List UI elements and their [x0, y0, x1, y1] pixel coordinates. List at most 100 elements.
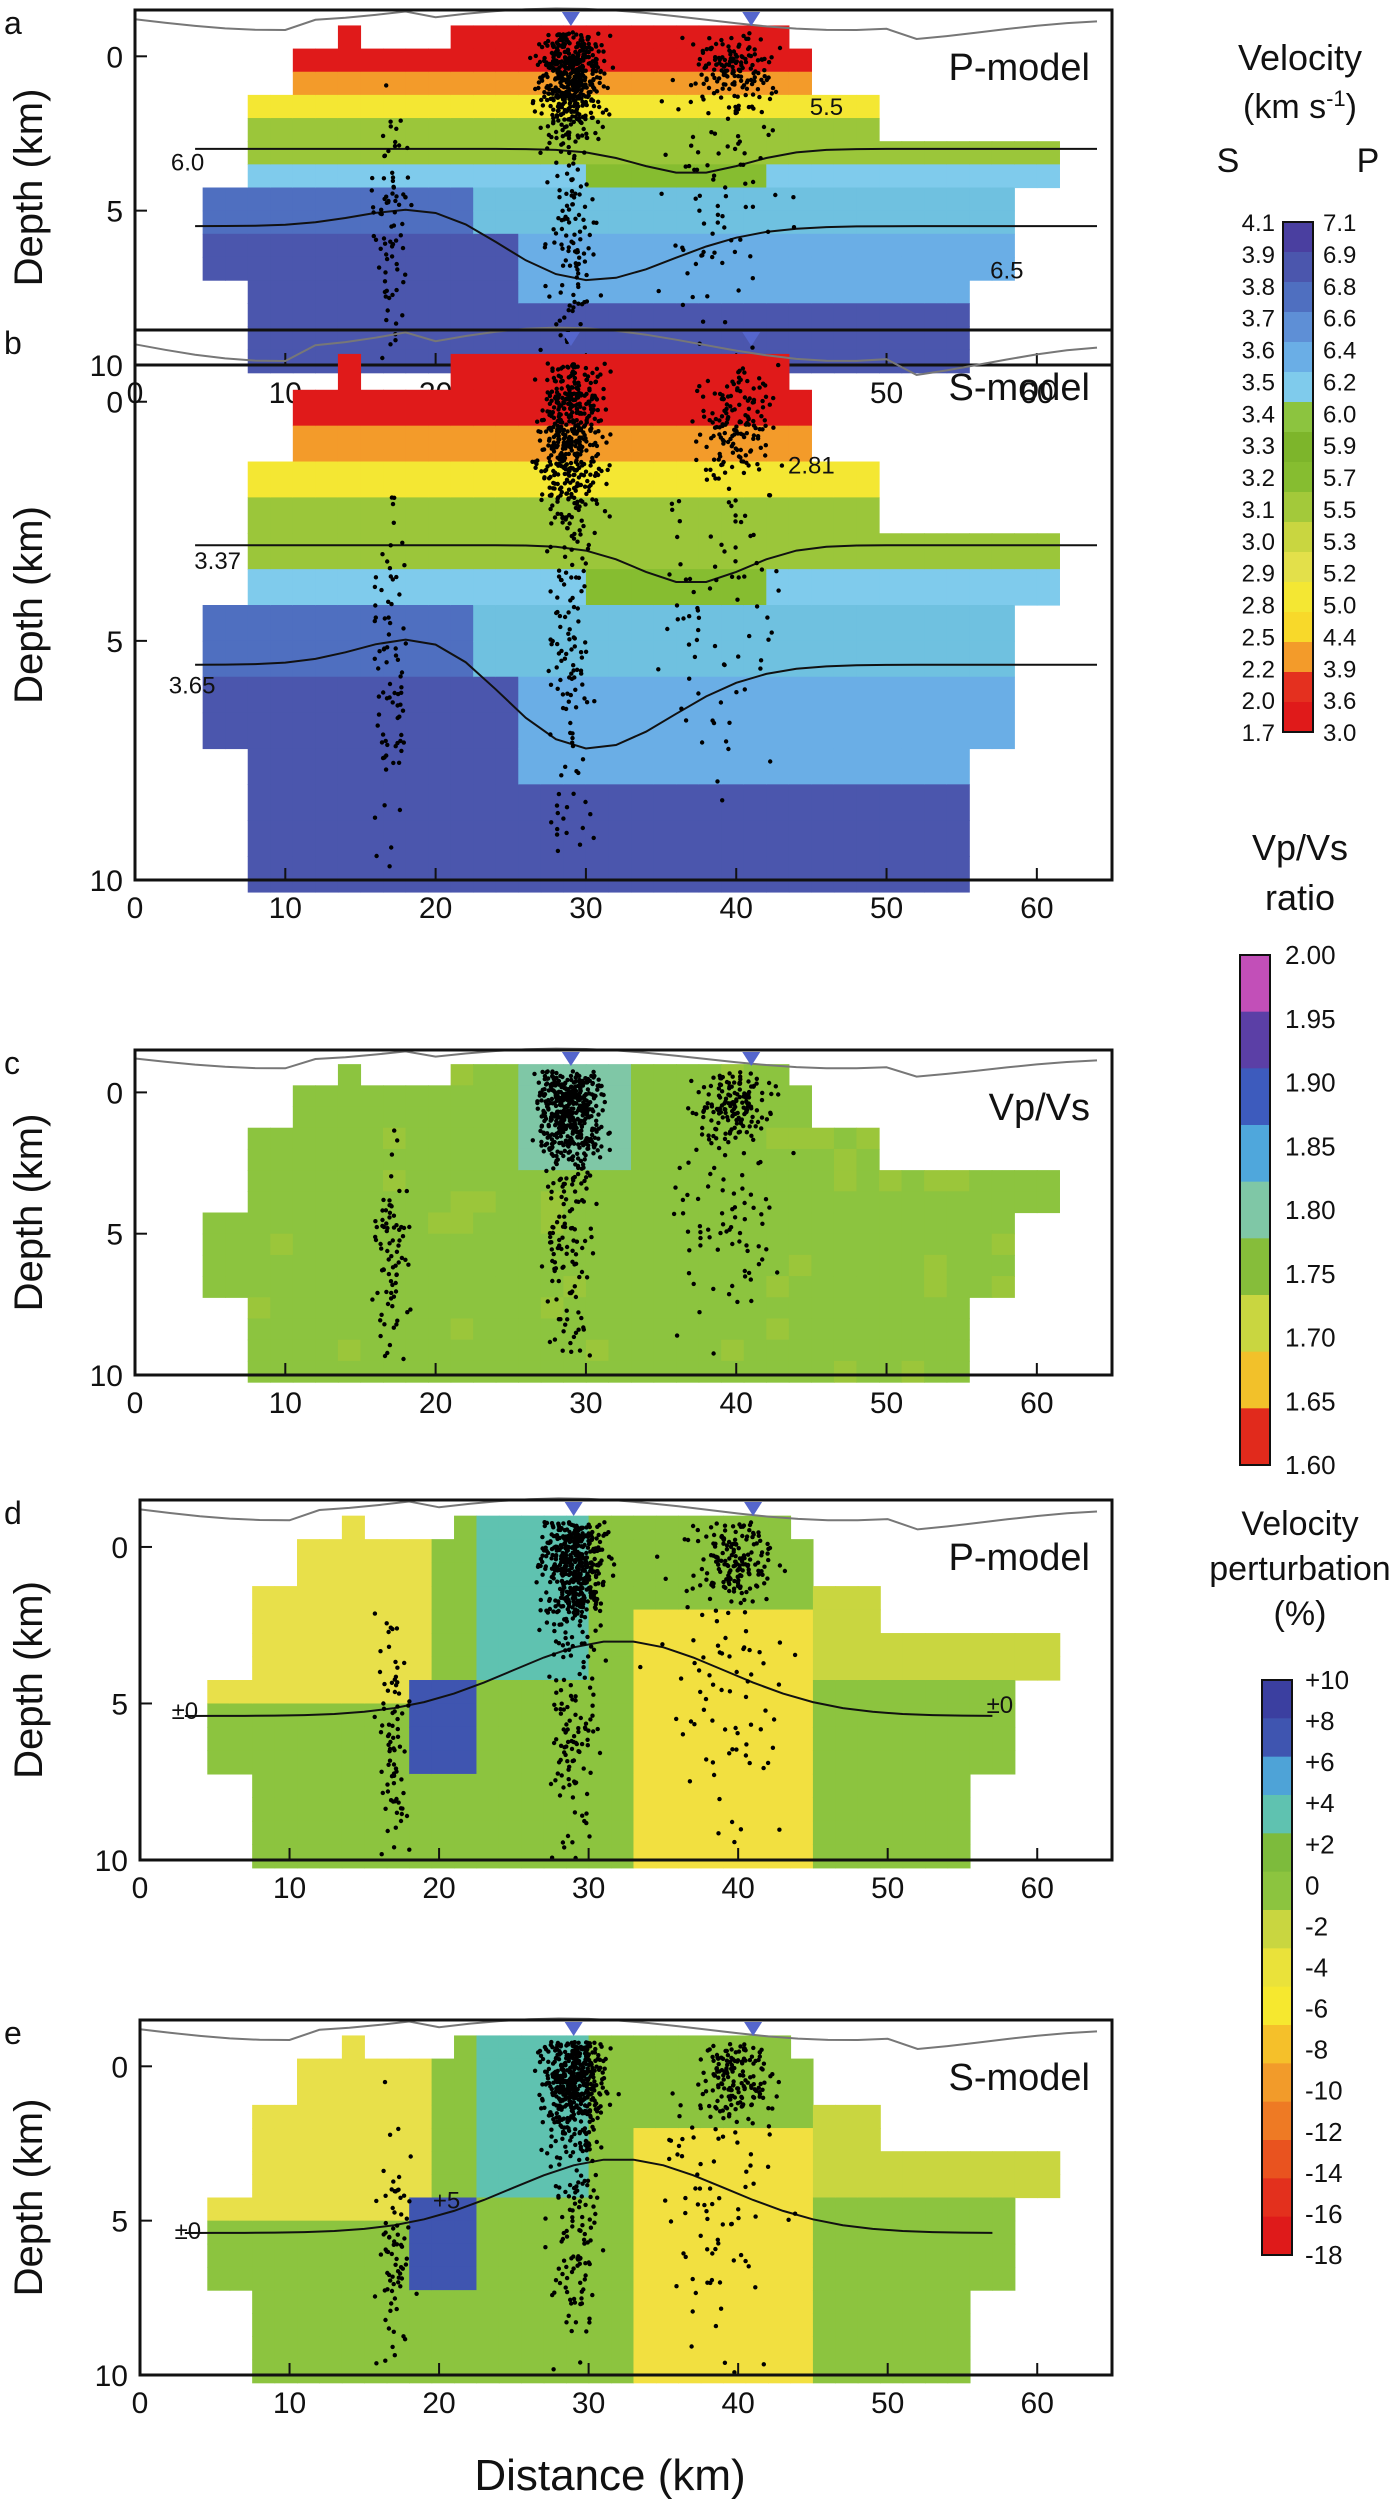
earthquake-dot [582, 696, 587, 701]
heatmap-cell [409, 1773, 433, 1798]
heatmap-cell [319, 1656, 343, 1681]
heatmap-cell [676, 640, 700, 678]
heatmap-cell [879, 748, 903, 785]
earthquake-dot [384, 1289, 389, 1295]
heatmap-cell [721, 856, 745, 893]
heatmap-cell [721, 1148, 745, 1171]
earthquake-dot [555, 440, 561, 445]
heatmap-cell [743, 497, 767, 534]
heatmap-cell [678, 1844, 702, 1869]
heatmap-cell [495, 389, 519, 427]
heatmap-cell [811, 1233, 835, 1256]
earthquake-dot [770, 128, 775, 133]
earthquake-dot [730, 1241, 735, 1247]
earthquake-dot [742, 1274, 748, 1279]
heatmap-cell [879, 256, 903, 281]
heatmap-cell [811, 141, 835, 165]
heatmap-cell [315, 48, 339, 73]
earthquake-dot [602, 71, 607, 76]
heatmap-cell [766, 280, 790, 304]
heatmap-cell [319, 1680, 343, 1705]
earthquake-dot [388, 124, 393, 129]
heatmap-cell [811, 1191, 835, 1214]
heatmap-cell [721, 164, 745, 189]
heatmap-cell [476, 1633, 500, 1658]
heatmap-cell [495, 1233, 519, 1256]
earthquake-dot [580, 1245, 585, 1251]
heatmap-cell [766, 1276, 790, 1298]
heatmap-cell [856, 748, 880, 785]
heatmap-cell [498, 1680, 522, 1705]
earthquake-dot [528, 55, 533, 61]
earthquake-dot [729, 464, 735, 470]
earthquake-dot [562, 614, 568, 620]
earthquake-dot [567, 1149, 573, 1154]
heatmap-cell [631, 1064, 655, 1086]
y-tick-label: 5 [106, 626, 123, 659]
heatmap-cell [992, 1726, 1016, 1752]
earthquake-dot [549, 134, 554, 140]
earthquake-dot [398, 702, 403, 707]
earthquake-dot [714, 1106, 720, 1112]
heatmap-cell [698, 856, 722, 893]
earthquake-dot [564, 1176, 569, 1181]
earthquake-dot [569, 64, 574, 70]
earthquake-dot [713, 476, 718, 481]
heatmap-cell [428, 1191, 452, 1214]
earthquake-dot [390, 178, 396, 184]
heatmap-cell [833, 1339, 858, 1362]
heatmap-cell [678, 1586, 702, 1611]
heatmap-cell [405, 1360, 429, 1383]
heatmap-cell [611, 1703, 635, 1728]
earthquake-dot [567, 637, 572, 642]
earthquake-dot [400, 313, 405, 318]
earthquake-dot [563, 258, 568, 263]
earthquake-dot [730, 1207, 735, 1212]
earthquake-dot [538, 1608, 543, 1613]
earthquake-dot [538, 1090, 543, 1095]
earthquake-dot [761, 80, 766, 86]
heatmap-cell [315, 303, 339, 328]
heatmap-cell [655, 1539, 679, 1564]
earthquake-dot [578, 532, 583, 537]
earthquake-dot [738, 455, 743, 460]
heatmap-cell [766, 164, 790, 189]
heatmap-cell [766, 640, 790, 678]
earthquake-dot [537, 438, 543, 443]
heatmap-cell [608, 1170, 632, 1192]
heatmap-cell [857, 1797, 881, 1822]
earthquake-dot [577, 48, 583, 54]
earthquake-dot [391, 1325, 396, 1330]
earthquake-dot [740, 1100, 745, 1105]
earthquake-dot [559, 242, 564, 247]
earthquake-dot [557, 318, 562, 323]
earthquake-dot [669, 501, 675, 506]
heatmap-cell [946, 210, 970, 235]
heatmap-cell [315, 1148, 339, 1171]
earthquake-dot [584, 1275, 590, 1280]
earthquake-dot [573, 488, 578, 493]
earthquake-dot [591, 1145, 597, 1150]
earthquake-dot [378, 246, 383, 251]
heatmap-cell [676, 48, 700, 73]
earthquake-dot [542, 1111, 547, 1117]
earthquake-dot [568, 480, 573, 485]
earthquake-dot [727, 1086, 732, 1091]
contour-label: 6.0 [171, 150, 204, 177]
heatmap-cell [901, 856, 925, 893]
heatmap-cell [653, 353, 677, 391]
heatmap-cell [450, 303, 474, 328]
heatmap-cell [901, 533, 925, 570]
heatmap-cell [247, 233, 271, 258]
earthquake-dot [594, 1122, 599, 1128]
heatmap-cell [319, 1703, 343, 1728]
earthquake-dot [713, 416, 719, 422]
earthquake-dot [593, 379, 599, 384]
earthquake-dot [750, 92, 756, 97]
heatmap-cell [788, 164, 812, 189]
heatmap-cell [247, 1148, 271, 1171]
earthquake-dot [571, 305, 576, 310]
earthquake-dot [766, 637, 771, 642]
earthquake-dot [398, 233, 403, 238]
earthquake-dot [554, 160, 559, 165]
